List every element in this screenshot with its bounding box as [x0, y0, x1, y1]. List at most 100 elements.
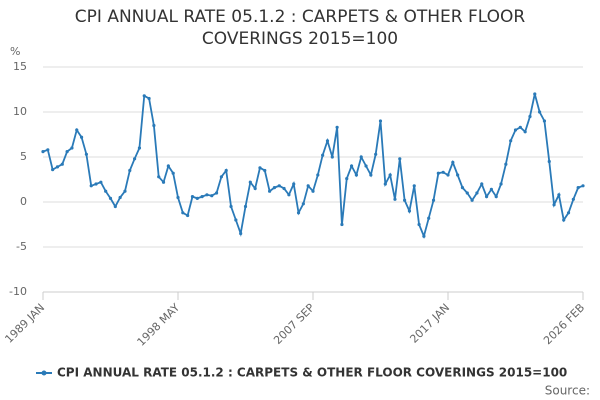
data-point — [128, 168, 132, 173]
data-point — [113, 204, 117, 209]
data-point — [70, 146, 74, 150]
y-tick-label: 5 — [20, 150, 27, 163]
data-point — [248, 180, 252, 184]
x-tick-label: 2007 SEP — [271, 301, 317, 347]
data-point — [378, 119, 383, 123]
data-point — [504, 162, 508, 166]
data-point — [538, 110, 542, 114]
y-tick-label: -5 — [16, 240, 27, 253]
data-point — [509, 139, 513, 143]
data-point — [364, 164, 368, 168]
y-tick-label: -10 — [9, 285, 27, 298]
data-point — [431, 198, 436, 202]
y-tick-label: 15 — [13, 60, 27, 73]
data-point — [542, 119, 547, 123]
data-point — [181, 211, 185, 215]
data-point — [210, 194, 214, 198]
data-point — [359, 155, 363, 159]
data-point — [190, 195, 195, 199]
x-tick-label: 2017 JAN — [407, 301, 452, 346]
data-point — [51, 168, 55, 172]
data-point — [494, 195, 498, 199]
source: Source: — [545, 384, 590, 398]
data-point — [89, 184, 93, 188]
data-point — [108, 196, 113, 200]
data-point — [349, 164, 354, 168]
data-point — [340, 222, 344, 227]
data-point — [441, 170, 445, 174]
y-tick-label: 10 — [13, 105, 27, 118]
x-tick-label: 2026 FEB — [541, 301, 587, 347]
data-point — [55, 165, 60, 169]
data-point — [576, 186, 580, 190]
data-point — [325, 139, 330, 143]
data-point — [214, 191, 219, 195]
data-point — [460, 186, 465, 190]
data-point — [465, 191, 469, 195]
data-point — [369, 173, 373, 177]
data-point — [566, 211, 571, 215]
data-point — [195, 196, 199, 200]
data-point — [137, 146, 142, 150]
data-point — [65, 150, 69, 154]
data-point — [523, 130, 527, 134]
data-point — [518, 125, 522, 129]
data-point — [552, 203, 556, 207]
data-point — [562, 218, 566, 222]
data-point — [427, 216, 431, 220]
data-point — [176, 195, 180, 200]
data-point — [94, 182, 98, 186]
data-point — [316, 173, 320, 177]
data-point — [46, 148, 50, 152]
data-point — [557, 193, 561, 197]
data-point — [186, 213, 190, 218]
data-point — [422, 234, 426, 238]
data-point — [166, 164, 170, 168]
data-point — [152, 123, 156, 128]
data-point — [571, 197, 575, 201]
data-point — [75, 128, 79, 132]
data-point — [393, 197, 397, 201]
data-point — [581, 184, 585, 188]
data-point — [282, 186, 286, 191]
data-point — [219, 175, 223, 179]
data-point — [398, 157, 402, 161]
data-point — [407, 209, 412, 213]
data-point — [104, 189, 108, 193]
data-point — [311, 189, 315, 193]
data-point — [99, 180, 103, 184]
data-point — [41, 150, 45, 154]
data-point — [345, 177, 349, 181]
data-point — [374, 152, 378, 156]
data-point — [446, 173, 450, 177]
x-tick-label: 1998 MAY — [135, 301, 183, 349]
data-point — [258, 166, 262, 170]
data-point — [200, 195, 204, 199]
data-point — [480, 182, 484, 186]
data-point — [239, 231, 243, 236]
data-point — [489, 187, 493, 191]
x-tick-label: 1989 JAN — [2, 301, 47, 346]
data-point — [60, 162, 64, 166]
data-point — [436, 171, 440, 175]
data-point — [243, 204, 248, 209]
data-point — [484, 195, 489, 199]
data-point — [224, 168, 228, 173]
data-point — [277, 184, 281, 188]
data-point — [417, 222, 421, 227]
data-point — [133, 157, 137, 161]
data-point — [287, 193, 291, 197]
data-point — [234, 218, 238, 222]
data-point — [470, 198, 474, 202]
data-point — [354, 173, 358, 177]
data-point — [142, 94, 146, 98]
data-point — [229, 204, 233, 209]
y-tick-label: 0 — [20, 195, 27, 208]
legend-label: CPI ANNUAL RATE 05.1.2 : CARPETS & OTHER… — [57, 366, 567, 380]
data-point — [161, 180, 166, 184]
data-point — [171, 171, 175, 175]
data-point — [412, 184, 416, 188]
data-point — [296, 211, 301, 215]
